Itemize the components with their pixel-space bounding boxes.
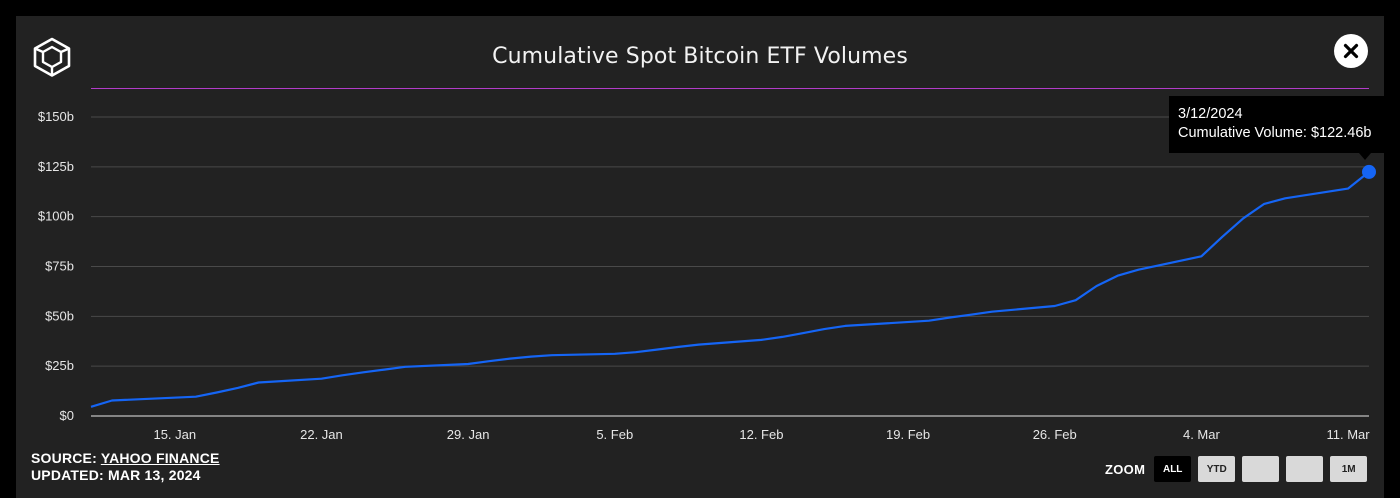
tooltip-pointer bbox=[1359, 153, 1371, 160]
zoom-range-button-3[interactable] bbox=[1242, 456, 1280, 482]
y-tick-label: $100b bbox=[38, 209, 74, 224]
source-line: SOURCE: YAHOO FINANCE bbox=[31, 450, 220, 467]
x-tick-label: 26. Feb bbox=[1033, 427, 1077, 442]
x-tick-label: 22. Jan bbox=[300, 427, 343, 442]
zoom-label: ZOOM bbox=[1105, 461, 1146, 477]
chart-series bbox=[90, 164, 1376, 408]
y-tick-label: $0 bbox=[60, 408, 74, 423]
zoom-range-button-4[interactable] bbox=[1286, 456, 1324, 482]
x-tick-label: 29. Jan bbox=[447, 427, 490, 442]
updated-date: UPDATED: MAR 13, 2024 bbox=[31, 467, 201, 483]
highlighted-point[interactable] bbox=[1362, 164, 1376, 179]
logo-cube-icon bbox=[33, 37, 71, 77]
line-chart: $0 $25b $50b $75b $100b $125b $150b 15. Jan 22.… bbox=[38, 109, 1376, 442]
y-tick-label: $125b bbox=[38, 159, 74, 174]
x-tick-label: 4. Mar bbox=[1183, 427, 1221, 442]
close-icon bbox=[1343, 43, 1359, 59]
source-note: SOURCE: YAHOO FINANCE UPDATED: MAR 13, 2… bbox=[31, 450, 220, 484]
y-tick-label: $150b bbox=[38, 109, 74, 124]
y-tick-label: $25b bbox=[45, 358, 74, 373]
zoom-ytd-button[interactable]: YTD bbox=[1198, 456, 1236, 482]
source-link[interactable]: YAHOO FINANCE bbox=[100, 450, 220, 466]
chart-panel: Cumulative Spot Bitcoin ETF Volumes $0 $2… bbox=[16, 16, 1385, 498]
chart-title: Cumulative Spot Bitcoin ETF Volumes bbox=[492, 44, 908, 69]
x-tick-label: 15. Jan bbox=[153, 427, 196, 442]
y-tick-label: $75b bbox=[45, 259, 74, 274]
y-axis-ticks: $0 $25b $50b $75b $100b $125b $150b bbox=[38, 109, 74, 423]
source-prefix: SOURCE: bbox=[31, 450, 97, 466]
series-line bbox=[90, 171, 1370, 408]
zoom-1m-button[interactable]: 1M bbox=[1330, 456, 1368, 482]
tooltip-value: Cumulative Volume: $122.46b bbox=[1178, 125, 1372, 141]
zoom-controls: ZOOM ALL YTD 1M bbox=[1105, 456, 1374, 482]
x-axis-ticks: 15. Jan 22. Jan 29. Jan 5. Feb 12. Feb 19. Fe… bbox=[153, 427, 1370, 442]
x-tick-label: 12. Feb bbox=[739, 427, 783, 442]
title-divider bbox=[91, 88, 1369, 89]
tooltip-date: 3/12/2024 bbox=[1178, 106, 1243, 122]
y-tick-label: $50b bbox=[45, 308, 74, 323]
chart-gridlines bbox=[91, 116, 1369, 417]
x-tick-label: 19. Feb bbox=[886, 427, 930, 442]
x-tick-label: 11. Mar bbox=[1326, 427, 1370, 442]
chart-tooltip: 3/12/2024 Cumulative Volume: $122.46b bbox=[1169, 96, 1385, 153]
x-tick-label: 5. Feb bbox=[596, 427, 633, 442]
close-button[interactable] bbox=[1334, 34, 1368, 68]
zoom-all-button[interactable]: ALL bbox=[1154, 456, 1192, 482]
